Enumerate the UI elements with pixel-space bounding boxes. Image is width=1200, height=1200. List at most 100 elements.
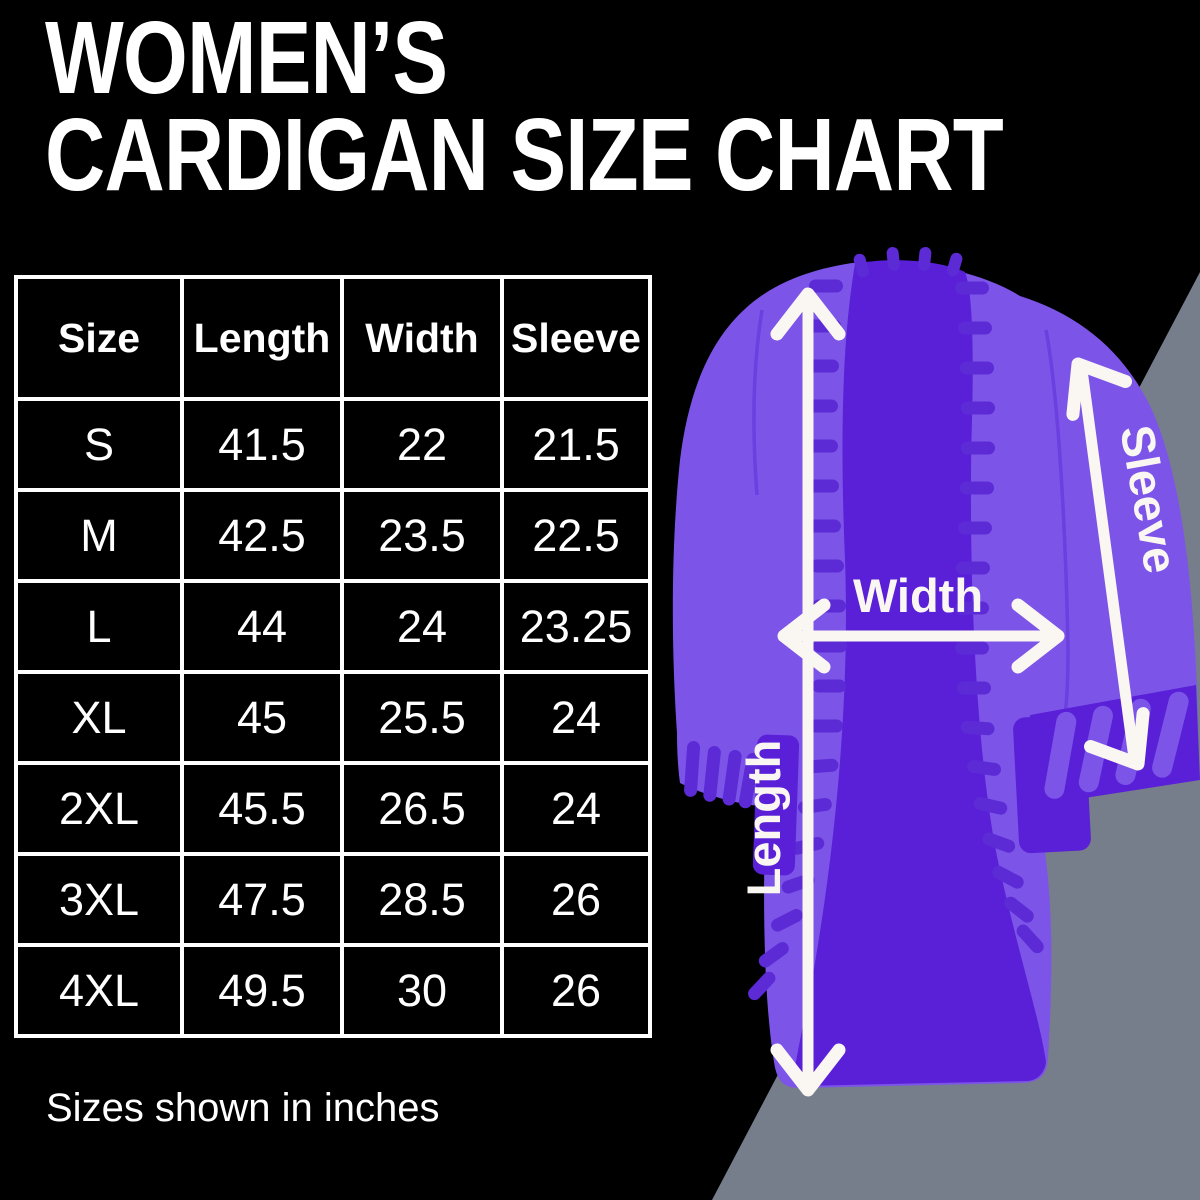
cell-size: 2XL xyxy=(14,761,184,856)
header-sleeve: Sleeve xyxy=(500,275,652,401)
cell-sleeve: 24 xyxy=(500,670,652,765)
rib-dash xyxy=(973,796,1008,815)
sleeve-arrowhead-bottom xyxy=(1084,707,1150,771)
cell-size: 4XL xyxy=(14,943,184,1038)
cell-length: 42.5 xyxy=(180,488,344,583)
length-label: Length xyxy=(737,740,790,897)
width-label: Width xyxy=(853,569,983,622)
cell-width: 24 xyxy=(340,579,504,674)
cell-length: 47.5 xyxy=(180,852,344,947)
table-row: M 42.5 23.5 22.5 xyxy=(14,488,652,583)
rib-dash xyxy=(1152,691,1189,778)
rib-dash xyxy=(955,281,989,295)
width-arrowhead-left xyxy=(777,598,831,674)
rib-dash xyxy=(958,321,992,335)
rib-dash xyxy=(955,641,989,655)
cell-width: 22 xyxy=(340,397,504,492)
cell-size: XL xyxy=(14,670,184,765)
rib-dash xyxy=(960,720,995,736)
cell-sleeve: 23.25 xyxy=(500,579,652,674)
rib-dash xyxy=(958,521,992,535)
rib-dash xyxy=(918,246,932,271)
cell-sleeve: 26 xyxy=(500,943,652,1038)
rib-dash xyxy=(955,601,989,615)
rib-dash xyxy=(684,740,701,797)
cell-sleeve: 21.5 xyxy=(500,397,652,492)
cell-size: L xyxy=(14,579,184,674)
table-row: L 44 24 23.25 xyxy=(14,579,652,674)
rib-dash xyxy=(812,679,846,693)
title-line-1: WOMEN’S xyxy=(45,0,448,115)
left-pocket xyxy=(752,734,800,876)
header-width: Width xyxy=(340,275,504,401)
rib-dash xyxy=(947,252,963,277)
cell-length: 44 xyxy=(180,579,344,674)
cell-size: M xyxy=(14,488,184,583)
rib-dash xyxy=(722,749,742,806)
right-seam-line xyxy=(1044,329,1070,716)
rib-dash xyxy=(738,752,760,809)
rib-dash xyxy=(758,942,789,968)
rib-dash xyxy=(853,253,869,278)
rib-dash xyxy=(809,719,843,733)
rib-dash xyxy=(982,832,1016,853)
size-table-body: S 41.5 22 21.5 M 42.5 23.5 22.5 L 44 24 23.25 XL 45 25… xyxy=(14,397,652,1038)
header-size: Size xyxy=(14,275,184,401)
rib-dash xyxy=(960,361,994,375)
rib-dash xyxy=(960,481,994,495)
size-table: Size Length Width Sleeve S 41.5 22 21.5 M 42.… xyxy=(14,275,652,1038)
units-note: Sizes shown in inches xyxy=(46,1086,440,1130)
rib-dash xyxy=(807,519,841,533)
cardigan-inner-panel xyxy=(793,260,1046,1086)
rib-dash xyxy=(957,681,991,695)
cell-length: 45.5 xyxy=(180,761,344,856)
left-seam-line xyxy=(752,309,764,496)
cell-sleeve: 26 xyxy=(500,852,652,947)
cell-width: 23.5 xyxy=(340,488,504,583)
rib-dash xyxy=(886,246,900,271)
rib-dash xyxy=(810,559,844,573)
width-arrowhead-right xyxy=(1011,598,1065,674)
rib-dash xyxy=(992,865,1024,889)
sleeve-arrow xyxy=(1076,364,1140,764)
cell-length: 45 xyxy=(180,670,344,765)
rib-dash xyxy=(967,759,1001,776)
rib-dash xyxy=(1016,924,1044,954)
rib-dash xyxy=(813,639,847,653)
title-line-2: CARDIGAN SIZE CHART xyxy=(45,96,1004,212)
cell-width: 30 xyxy=(340,943,504,1038)
table-row: 4XL 49.5 30 26 xyxy=(14,943,652,1038)
sleeve-arrowhead-top xyxy=(1066,357,1132,421)
cell-sleeve: 24 xyxy=(500,761,652,856)
rib-dash xyxy=(809,279,843,293)
rib-dash xyxy=(956,561,990,575)
left-cuff-ribbing xyxy=(684,740,760,809)
cell-size: 3XL xyxy=(14,852,184,947)
length-arrowhead-top xyxy=(770,287,846,341)
cell-size: S xyxy=(14,397,184,492)
header-length: Length xyxy=(180,275,344,401)
rib-dash xyxy=(1044,711,1077,799)
rib-dash xyxy=(961,441,995,455)
rib-dash xyxy=(703,745,721,802)
rib-dash xyxy=(748,971,776,1001)
rib-dash xyxy=(771,909,803,932)
cell-width: 26.5 xyxy=(340,761,504,856)
table-header-row: Size Length Width Sleeve xyxy=(14,275,652,401)
cell-length: 41.5 xyxy=(180,397,344,492)
cell-width: 25.5 xyxy=(340,670,504,765)
cell-sleeve: 22.5 xyxy=(500,488,652,583)
rib-dash xyxy=(961,401,995,415)
measurement-arrows xyxy=(770,287,1150,1097)
cell-length: 49.5 xyxy=(180,943,344,1038)
table-row: S 41.5 22 21.5 xyxy=(14,397,652,492)
page-title: WOMEN’S CARDIGAN SIZE CHART xyxy=(45,0,1004,212)
table-row: 2XL 45.5 26.5 24 xyxy=(14,761,652,856)
rib-dash xyxy=(1004,896,1034,923)
length-arrowhead-bottom xyxy=(770,1043,846,1097)
cell-width: 28.5 xyxy=(340,852,504,947)
table-row: 3XL 47.5 28.5 26 xyxy=(14,852,652,947)
table-row: XL 45 25.5 24 xyxy=(14,670,652,765)
